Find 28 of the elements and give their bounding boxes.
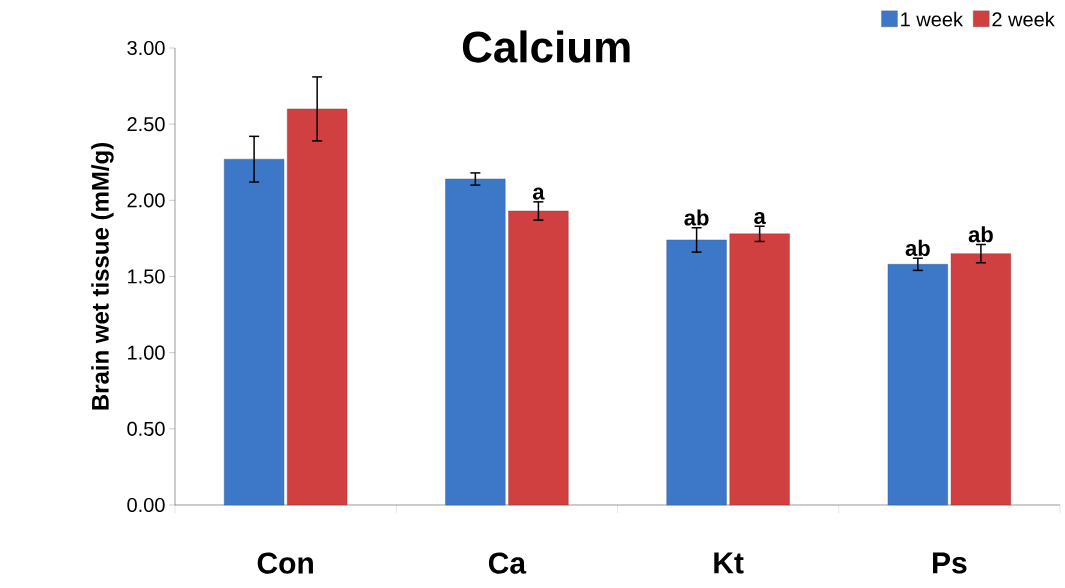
legend-label: 1 week bbox=[901, 11, 964, 27]
chart-title: Calcium bbox=[462, 30, 630, 63]
legend-label: 2 week bbox=[992, 11, 1055, 27]
y-tick-label: 1.50 bbox=[128, 269, 165, 284]
bar bbox=[729, 233, 790, 506]
bar bbox=[887, 264, 948, 506]
bar bbox=[666, 239, 727, 506]
y-tick-label: 0.00 bbox=[127, 497, 165, 513]
y-tick-label: 3.00 bbox=[127, 40, 165, 56]
y-tick-label: 2.00 bbox=[127, 193, 165, 208]
bar bbox=[224, 158, 285, 506]
bar bbox=[445, 178, 506, 506]
y-tick-label: 2.50 bbox=[127, 117, 165, 132]
y-tick-label: 0.50 bbox=[127, 421, 165, 436]
x-tick-label: Ca bbox=[488, 552, 527, 574]
annotation: a bbox=[532, 187, 545, 200]
annotation: a bbox=[754, 211, 766, 225]
x-tick-label: Con bbox=[257, 552, 313, 574]
bar bbox=[287, 108, 348, 506]
annotation: ab bbox=[968, 226, 993, 243]
bar bbox=[950, 253, 1011, 506]
bar bbox=[508, 210, 569, 506]
x-tick-label: Ps bbox=[933, 552, 967, 574]
y-tick-label: 1.00 bbox=[128, 345, 165, 360]
x-tick-label: Kt bbox=[714, 552, 744, 574]
y-axis-title: Brain wet tissue (mM/g) bbox=[91, 143, 114, 410]
annotation: ab bbox=[684, 209, 709, 226]
annotation: ab bbox=[905, 239, 930, 257]
